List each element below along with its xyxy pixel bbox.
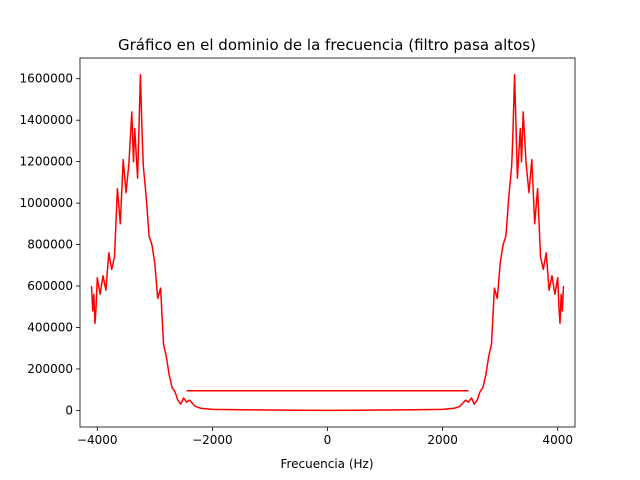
y-tick-label: 800000 (27, 238, 73, 252)
x-tick-label: −4000 (77, 433, 118, 447)
y-tick-label: 400000 (27, 320, 73, 334)
axes-layer: −4000 −2000 0 2000 4000 0 200000 400000 600000 80… (20, 57, 576, 447)
y-tick-label: 600000 (27, 279, 73, 293)
x-tick-label: 2000 (427, 433, 458, 447)
x-tick-label: 4000 (542, 433, 573, 447)
series-line-0 (90, 73, 565, 412)
y-tick-label: 0 (65, 403, 73, 417)
y-tick-label: 1400000 (20, 113, 73, 127)
series-layer (90, 73, 565, 412)
plot-area (80, 58, 575, 427)
x-axis-label: Frecuencia (Hz) (280, 457, 373, 471)
y-tick-label: 1200000 (20, 155, 73, 169)
y-tick-label: 1000000 (20, 196, 73, 210)
chart-title: Gráfico en el dominio de la frecuencia (… (118, 36, 536, 54)
x-tick-label: 0 (324, 433, 332, 447)
x-tick-label: −2000 (192, 433, 233, 447)
y-tick-label: 1600000 (20, 72, 73, 86)
y-tick-label: 200000 (27, 362, 73, 376)
